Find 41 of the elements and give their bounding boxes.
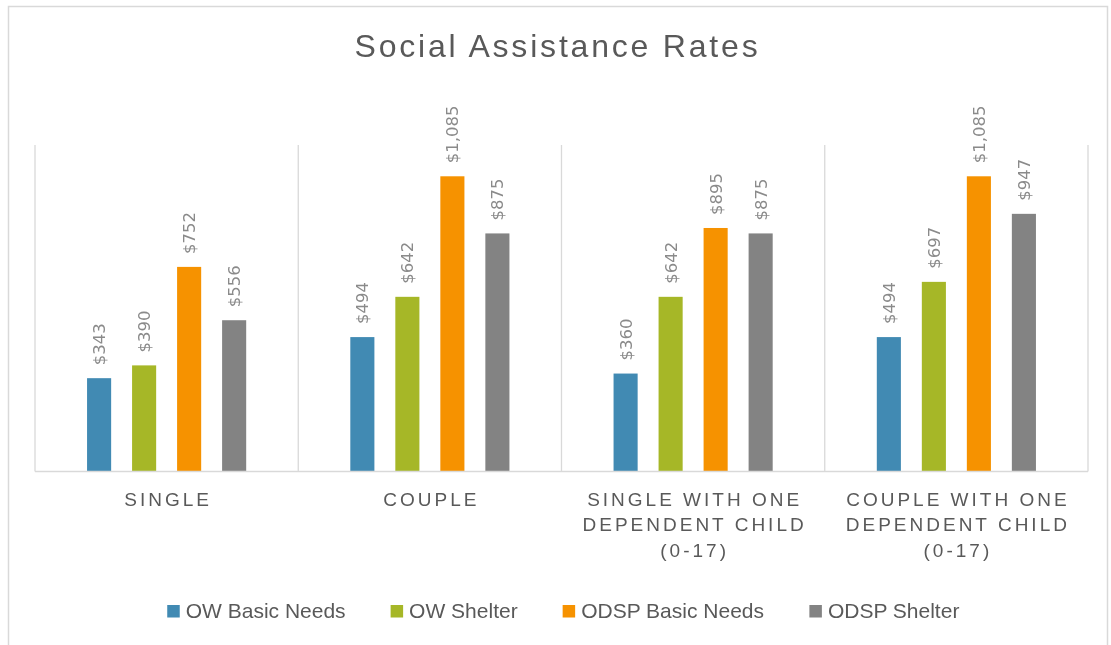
data-label: $1,085 <box>443 105 463 164</box>
chart-title: Social Assistance Rates <box>354 28 761 64</box>
data-label: $343 <box>90 323 110 366</box>
data-label: $360 <box>616 318 636 361</box>
x-tick-label: SINGLE WITH ONE DEPENDENT CHILD (0-17) <box>582 488 807 561</box>
data-label: $494 <box>879 282 899 325</box>
bar <box>350 337 375 472</box>
data-label: $494 <box>353 282 373 325</box>
data-label: $642 <box>661 241 681 284</box>
data-label: $390 <box>135 310 155 353</box>
legend-label: ODSP Shelter <box>827 599 960 622</box>
legend-label: OW Shelter <box>409 599 518 622</box>
bar <box>703 227 728 472</box>
legend-label: ODSP Basic Needs <box>581 599 764 622</box>
data-label: $875 <box>751 178 771 221</box>
data-label: $752 <box>180 211 200 254</box>
bar <box>485 233 510 472</box>
bar <box>1011 213 1036 472</box>
data-label: $875 <box>488 178 508 221</box>
data-label: $1,085 <box>969 105 989 164</box>
bar <box>395 296 420 472</box>
bar <box>658 296 683 472</box>
bar <box>921 281 946 472</box>
data-label: $947 <box>1014 158 1034 201</box>
x-tick-label: COUPLE <box>383 488 480 510</box>
data-label: $642 <box>398 241 418 284</box>
legend-label: OW Basic Needs <box>185 599 346 622</box>
bar <box>966 176 991 472</box>
data-label: $697 <box>924 226 944 269</box>
bar <box>613 373 638 472</box>
bar <box>132 365 157 472</box>
bar <box>876 337 901 472</box>
bar <box>440 176 465 472</box>
x-tick-label: SINGLE <box>124 488 212 510</box>
bar <box>177 266 202 472</box>
data-label: $895 <box>706 172 726 215</box>
data-label: $556 <box>225 265 245 308</box>
bar <box>87 378 112 472</box>
bar <box>222 320 247 472</box>
x-tick-label: COUPLE WITH ONE DEPENDENT CHILD (0-17) <box>845 488 1070 561</box>
bar <box>748 233 773 472</box>
